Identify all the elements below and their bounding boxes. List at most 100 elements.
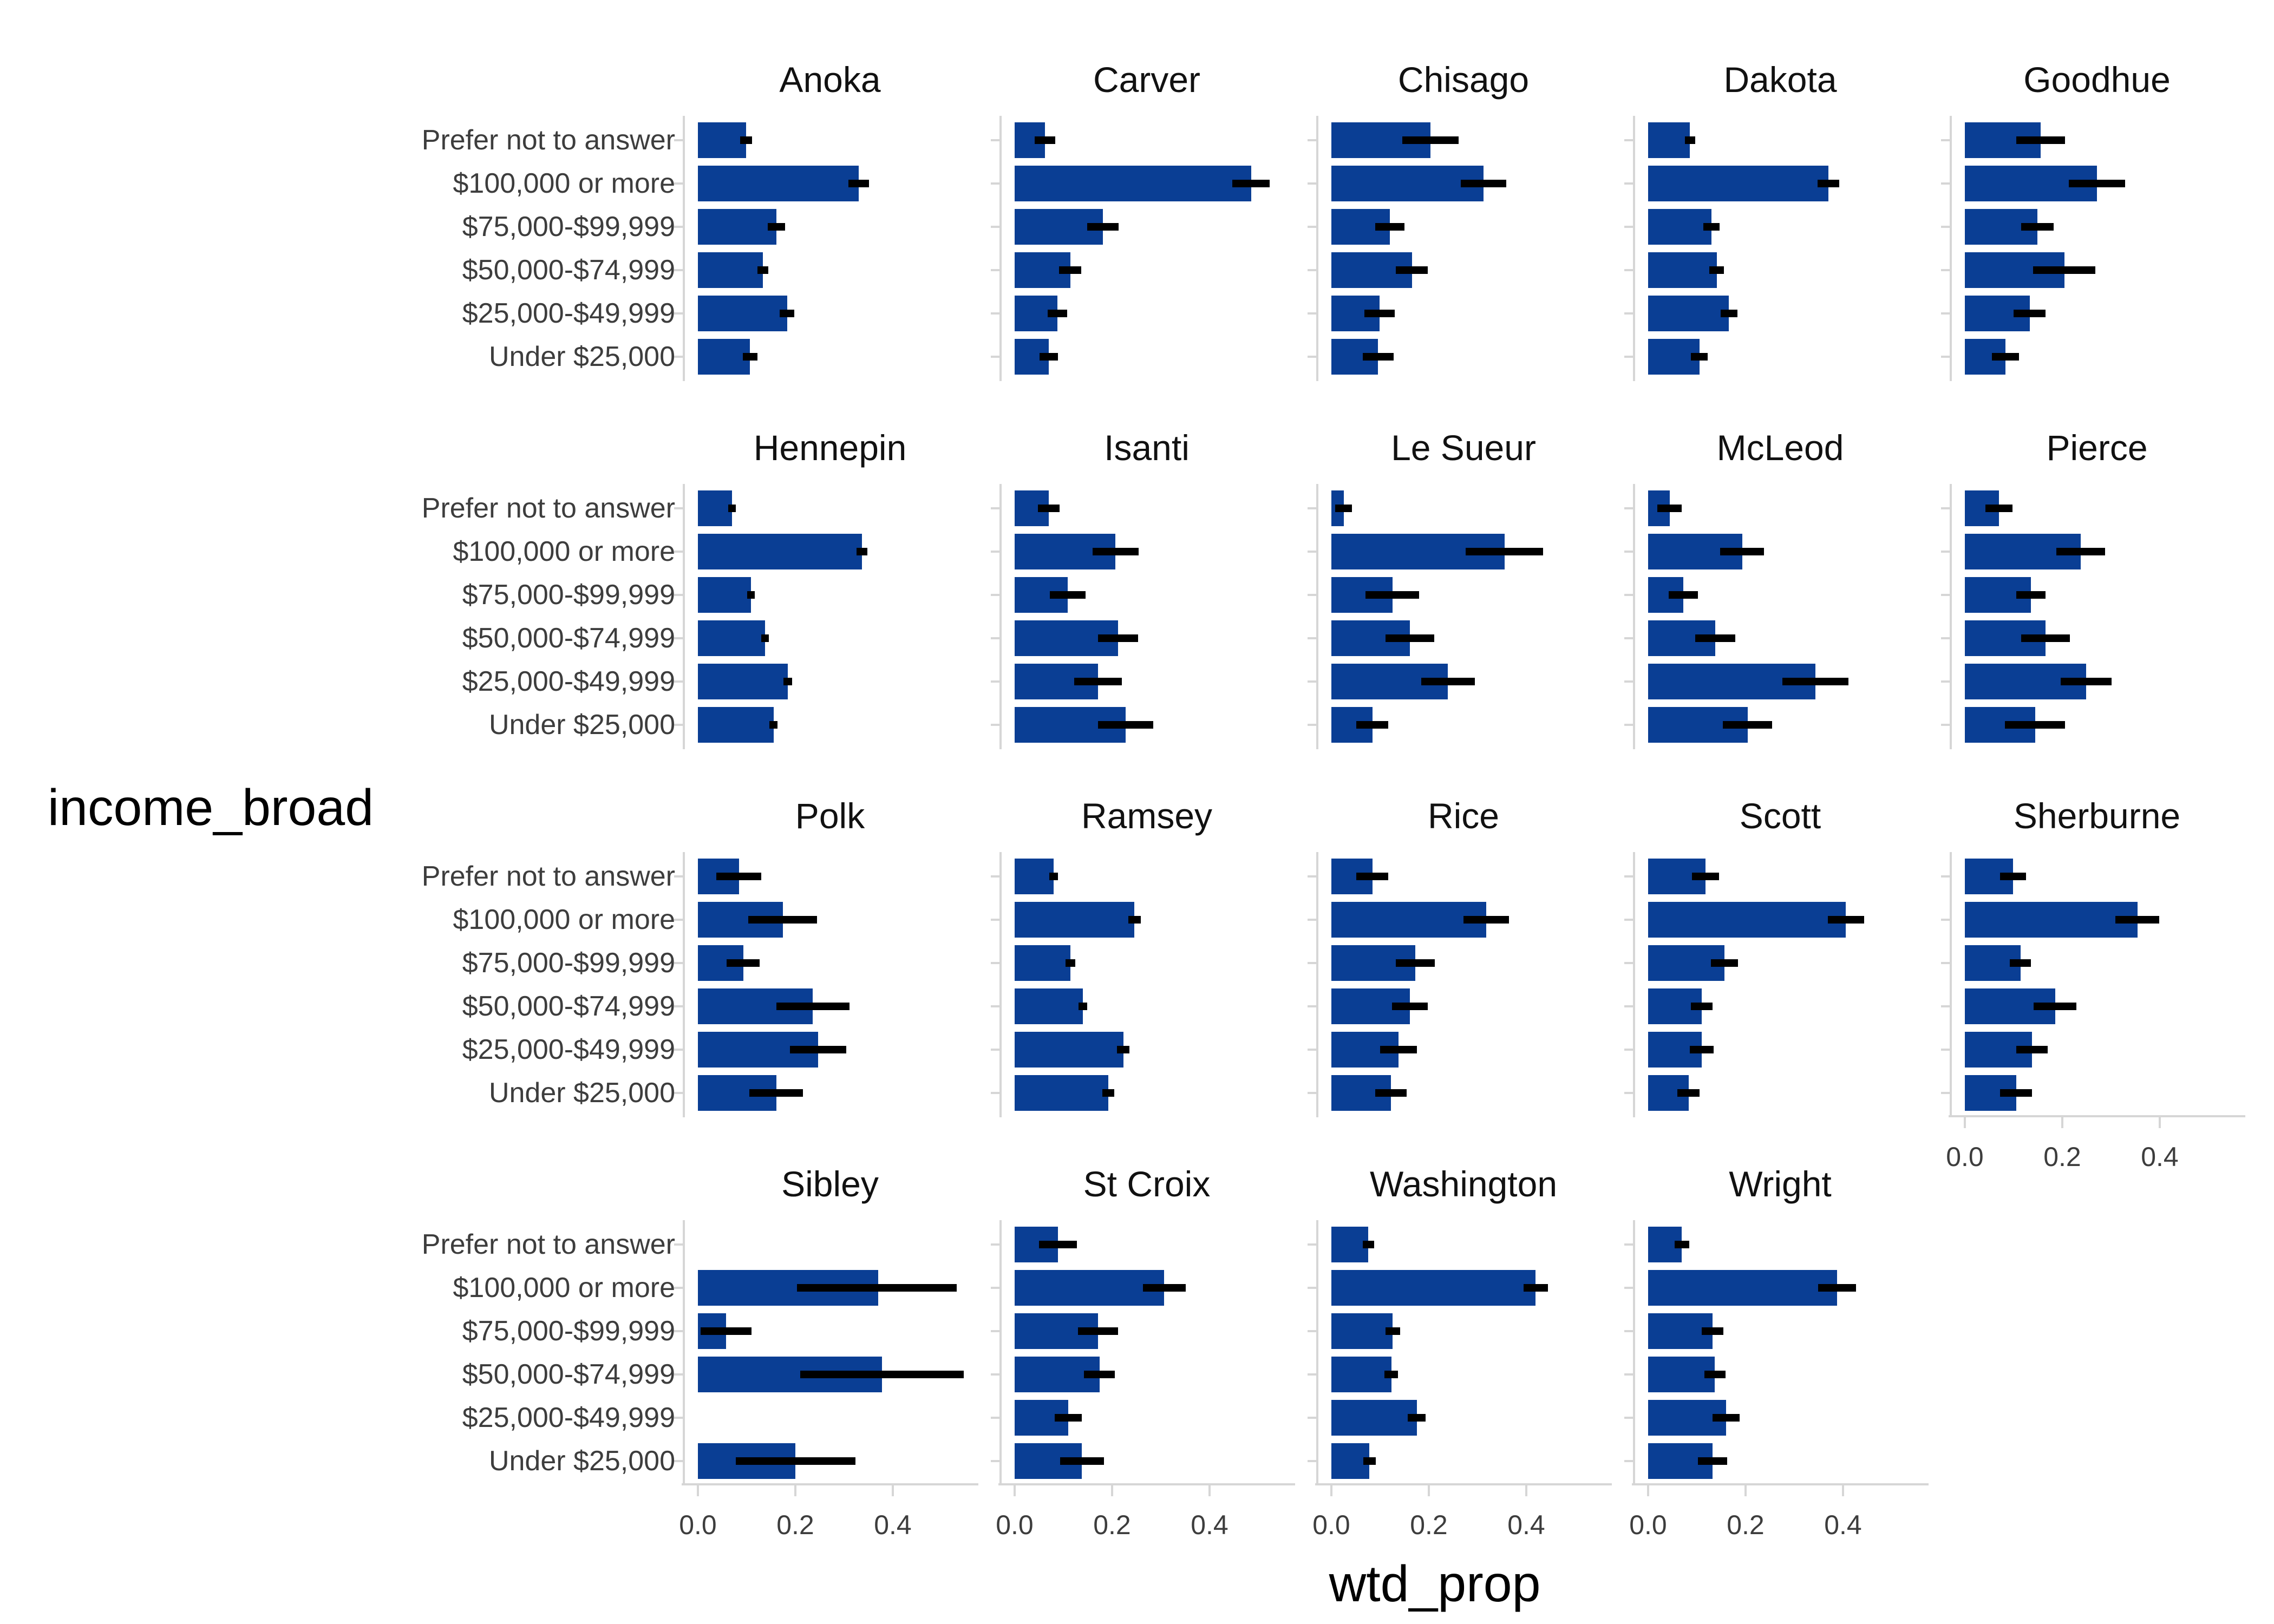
y-tick bbox=[1624, 1243, 1634, 1246]
facet-scott: Scott bbox=[1624, 796, 1926, 1117]
facet-title: Scott bbox=[1739, 796, 1821, 836]
y-tick bbox=[1308, 1330, 1317, 1332]
facet-title: St Croix bbox=[1083, 1164, 1211, 1204]
error-bar bbox=[1380, 1046, 1417, 1053]
error-bar bbox=[1363, 1457, 1376, 1465]
y-tick bbox=[1941, 962, 1951, 964]
facet-title: Hennepin bbox=[753, 428, 907, 468]
y-tick bbox=[991, 1373, 1001, 1376]
bar bbox=[1331, 166, 1484, 201]
x-tick bbox=[2159, 1117, 2161, 1128]
error-bar bbox=[2021, 634, 2070, 642]
error-bar bbox=[1038, 505, 1060, 512]
y-tick bbox=[991, 139, 1001, 141]
y-axis-line bbox=[1950, 852, 1952, 1117]
facet-title: Sherburne bbox=[2013, 796, 2181, 836]
y-tick bbox=[674, 269, 684, 271]
error-bar bbox=[1335, 505, 1352, 512]
bar bbox=[1331, 1400, 1417, 1436]
y-tick bbox=[1624, 1330, 1634, 1332]
y-tick bbox=[674, 139, 684, 141]
y-tick bbox=[1941, 637, 1951, 639]
y-tick bbox=[1624, 356, 1634, 358]
category-label: $25,000-$49,999 bbox=[462, 666, 675, 697]
error-bar bbox=[1065, 959, 1075, 967]
x-axis-line bbox=[1949, 1115, 2245, 1117]
y-tick bbox=[1624, 139, 1634, 141]
category-label: Under $25,000 bbox=[488, 709, 675, 741]
error-bar bbox=[2115, 916, 2160, 924]
x-tick-label: 0.2 bbox=[1093, 1510, 1131, 1540]
y-tick bbox=[674, 1417, 684, 1419]
category-label: $50,000-$74,999 bbox=[462, 623, 675, 654]
error-bar bbox=[1142, 1284, 1186, 1292]
error-bar bbox=[2014, 310, 2046, 317]
bar bbox=[1015, 988, 1083, 1024]
facet-title: Ramsey bbox=[1081, 796, 1213, 836]
category-label: Under $25,000 bbox=[488, 341, 675, 372]
y-tick bbox=[991, 637, 1001, 639]
error-bar bbox=[2004, 721, 2066, 729]
facet-anoka: Anoka Prefer not to answer $100,000 or mor… bbox=[422, 60, 976, 381]
error-bar bbox=[747, 591, 755, 599]
y-tick bbox=[991, 1243, 1001, 1246]
error-bar bbox=[1818, 180, 1839, 187]
x-tick-label: 0.0 bbox=[1629, 1510, 1667, 1540]
y-tick bbox=[991, 312, 1001, 315]
y-tick bbox=[674, 356, 684, 358]
error-bar bbox=[1078, 1003, 1088, 1010]
facet-title: Le Sueur bbox=[1391, 428, 1536, 468]
error-bar bbox=[1054, 1414, 1082, 1422]
facet-chisago: Chisago bbox=[1308, 60, 1610, 381]
error-bar bbox=[1722, 721, 1773, 729]
x-tick-label: 0.4 bbox=[1824, 1510, 1862, 1540]
bar bbox=[1015, 859, 1054, 894]
bar bbox=[698, 252, 763, 288]
y-tick bbox=[1624, 1460, 1634, 1462]
error-bar bbox=[1375, 223, 1404, 231]
y-axis-title: income_broad bbox=[48, 779, 374, 836]
error-bar bbox=[748, 916, 818, 924]
x-axis-line bbox=[682, 1483, 978, 1485]
y-tick bbox=[1624, 962, 1634, 964]
y-tick bbox=[674, 637, 684, 639]
y-tick bbox=[674, 919, 684, 921]
bar bbox=[1648, 339, 1700, 375]
y-tick bbox=[1308, 182, 1317, 185]
x-axis-line bbox=[1632, 1483, 1929, 1485]
y-tick bbox=[1308, 1373, 1317, 1376]
y-tick bbox=[674, 551, 684, 553]
bar bbox=[698, 707, 774, 743]
error-bar bbox=[767, 223, 786, 231]
y-axis-line bbox=[1316, 1220, 1318, 1485]
error-bar bbox=[780, 310, 795, 317]
x-tick bbox=[1744, 1485, 1747, 1496]
error-bar bbox=[1384, 1371, 1399, 1378]
x-tick bbox=[697, 1485, 699, 1496]
x-tick bbox=[1525, 1485, 1527, 1496]
y-tick bbox=[1624, 594, 1634, 596]
y-tick bbox=[1308, 356, 1317, 358]
bar bbox=[698, 534, 862, 569]
x-tick-label: 0.0 bbox=[1946, 1142, 1984, 1172]
error-bar bbox=[1049, 591, 1086, 599]
error-bar bbox=[1721, 310, 1737, 317]
error-bar bbox=[776, 1003, 850, 1010]
error-bar bbox=[1048, 310, 1068, 317]
y-tick bbox=[674, 507, 684, 509]
y-tick bbox=[1308, 507, 1317, 509]
category-label: Prefer not to answer bbox=[421, 125, 675, 156]
error-bar bbox=[796, 1284, 957, 1292]
error-bar bbox=[2016, 591, 2046, 599]
error-bar bbox=[1677, 1089, 1700, 1097]
facet-wright: Wright 0.0 0.2 0.4 bbox=[1624, 1164, 1929, 1540]
y-tick bbox=[1941, 182, 1951, 185]
category-label: $100,000 or more bbox=[453, 536, 676, 567]
y-tick bbox=[991, 875, 1001, 878]
facet-title: Pierce bbox=[2046, 428, 2148, 468]
x-axis-line bbox=[998, 1483, 1295, 1485]
error-bar bbox=[2009, 959, 2031, 967]
x-tick-label: 0.4 bbox=[874, 1510, 912, 1540]
error-bar bbox=[2033, 266, 2096, 274]
y-tick bbox=[991, 919, 1001, 921]
